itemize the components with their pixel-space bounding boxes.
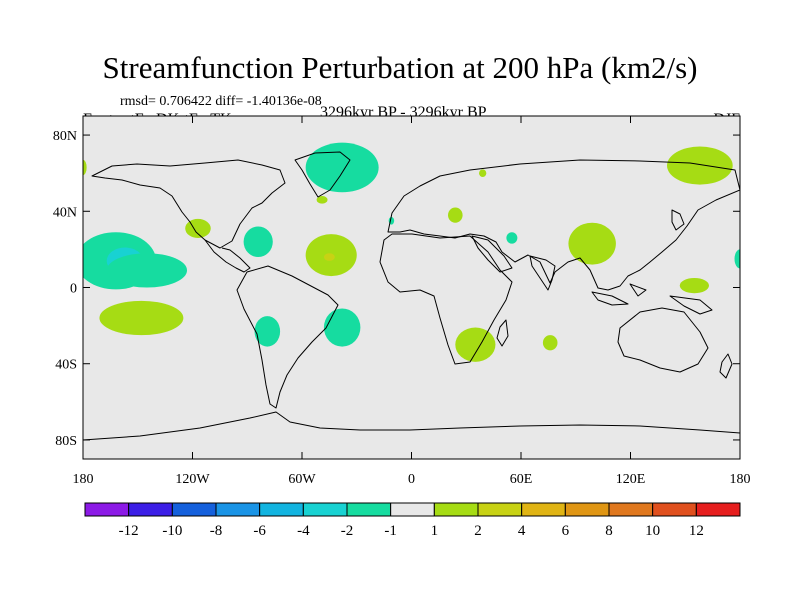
y-tick-label-3: 40S xyxy=(55,358,77,373)
colorbar-label-9: 4 xyxy=(518,523,526,539)
x-tick-label-6: 180 xyxy=(730,472,751,487)
colorbar-box-1 xyxy=(128,502,173,517)
colorbar-label-3: -6 xyxy=(253,523,266,539)
colorbar-box-13 xyxy=(652,502,697,517)
stats-line: rmsd= 0.706422 diff= -1.40136e-08 xyxy=(120,94,322,109)
coastline-africa xyxy=(379,233,513,365)
x-tick-label-2: 60W xyxy=(288,472,316,487)
anomaly-region-9 xyxy=(323,308,361,347)
y-tick-label-1: 40N xyxy=(53,205,77,220)
anomaly-region-15 xyxy=(506,232,518,244)
y-tick-label-2: 0 xyxy=(70,282,77,297)
colorbar-box-6 xyxy=(346,502,392,517)
coastline-india xyxy=(529,255,556,291)
anomaly-region-13 xyxy=(448,207,463,223)
colorbar-label-5: -2 xyxy=(341,523,354,539)
axes: 180 120W 60W 0 60E 120E 180 80N 40N 0 40S 80S xyxy=(53,116,751,487)
coastline-australia xyxy=(617,307,709,373)
colorbar-box-11 xyxy=(564,502,610,517)
colorbar-box-8 xyxy=(433,502,479,517)
coastline-madagascar xyxy=(496,319,509,347)
y-tick-label-0: 80N xyxy=(53,129,77,144)
colorbar-label-1: -10 xyxy=(162,523,182,539)
coastline-north-america xyxy=(91,159,286,249)
colorbar-box-4 xyxy=(259,502,304,517)
anomaly-region-14 xyxy=(479,169,487,177)
colorbar-label-13: 12 xyxy=(689,523,704,539)
anomaly-region-19 xyxy=(667,146,733,185)
coastline-new-zealand xyxy=(719,353,733,379)
colorbar-box-2 xyxy=(171,502,217,517)
anomaly-region-3 xyxy=(99,300,184,336)
anomaly-region-22 xyxy=(83,159,87,176)
coastline-central-america xyxy=(204,239,251,273)
colorbar-box-14 xyxy=(695,502,741,517)
colorbar-box-12 xyxy=(608,502,654,517)
anomaly-layer xyxy=(83,142,740,362)
coastline-arabia xyxy=(471,235,513,273)
colorbar-box-7 xyxy=(390,502,435,517)
anomaly-region-6 xyxy=(254,316,281,347)
anomaly-region-2 xyxy=(106,253,188,288)
colorbar-label-11: 8 xyxy=(605,523,613,539)
colorbar: -12 -10 -8 -6 -4 -2 -1 1 2 4 6 8 10 12 xyxy=(84,502,741,539)
colorbar-label-10: 6 xyxy=(562,523,570,539)
colorbar-label-12: 10 xyxy=(645,523,660,539)
x-tick-label-0: 180 xyxy=(73,472,94,487)
colorbar-label-0: -12 xyxy=(119,523,139,539)
anomaly-region-5 xyxy=(243,226,273,258)
coastline-south-america xyxy=(236,265,339,409)
coastline-maritime xyxy=(591,283,713,315)
x-tick-label-5: 120E xyxy=(616,472,646,487)
chart-title: Streamfunction Perturbation at 200 hPa (… xyxy=(102,50,698,85)
anomaly-region-11 xyxy=(316,196,328,204)
coastline-eurasia xyxy=(387,159,740,291)
colorbar-box-5 xyxy=(302,502,348,517)
colorbar-box-10 xyxy=(521,502,566,517)
x-tick-label-1: 120W xyxy=(175,472,210,487)
colorbar-box-3 xyxy=(215,502,261,517)
map-background xyxy=(83,116,740,459)
anomaly-region-18 xyxy=(568,222,616,265)
anomaly-region-17 xyxy=(542,335,558,351)
colorbar-box-9 xyxy=(477,502,523,517)
x-tick-label-4: 60E xyxy=(510,472,533,487)
coastline-greenland xyxy=(294,151,351,198)
plot-frame xyxy=(82,115,741,460)
colorbar-label-2: -8 xyxy=(210,523,223,539)
anomaly-region-10 xyxy=(305,142,379,193)
colorbar-label-8: 2 xyxy=(474,523,482,539)
coastlines xyxy=(83,151,740,441)
coastline-japan xyxy=(671,209,685,231)
y-tick-label-4: 80S xyxy=(55,434,77,449)
colorbar-label-6: -1 xyxy=(384,523,397,539)
anomaly-region-16 xyxy=(455,327,496,362)
anomaly-region-20 xyxy=(679,277,709,294)
anomaly-region-4 xyxy=(185,218,211,238)
colorbar-box-0 xyxy=(84,502,130,517)
x-tick-label-3: 0 xyxy=(408,472,415,487)
colorbar-label-4: -4 xyxy=(297,523,310,539)
coastline-antarctica xyxy=(83,411,740,441)
colorbar-label-7: 1 xyxy=(431,523,439,539)
anomaly-region-8 xyxy=(323,253,335,261)
anomaly-region-21 xyxy=(734,249,740,269)
